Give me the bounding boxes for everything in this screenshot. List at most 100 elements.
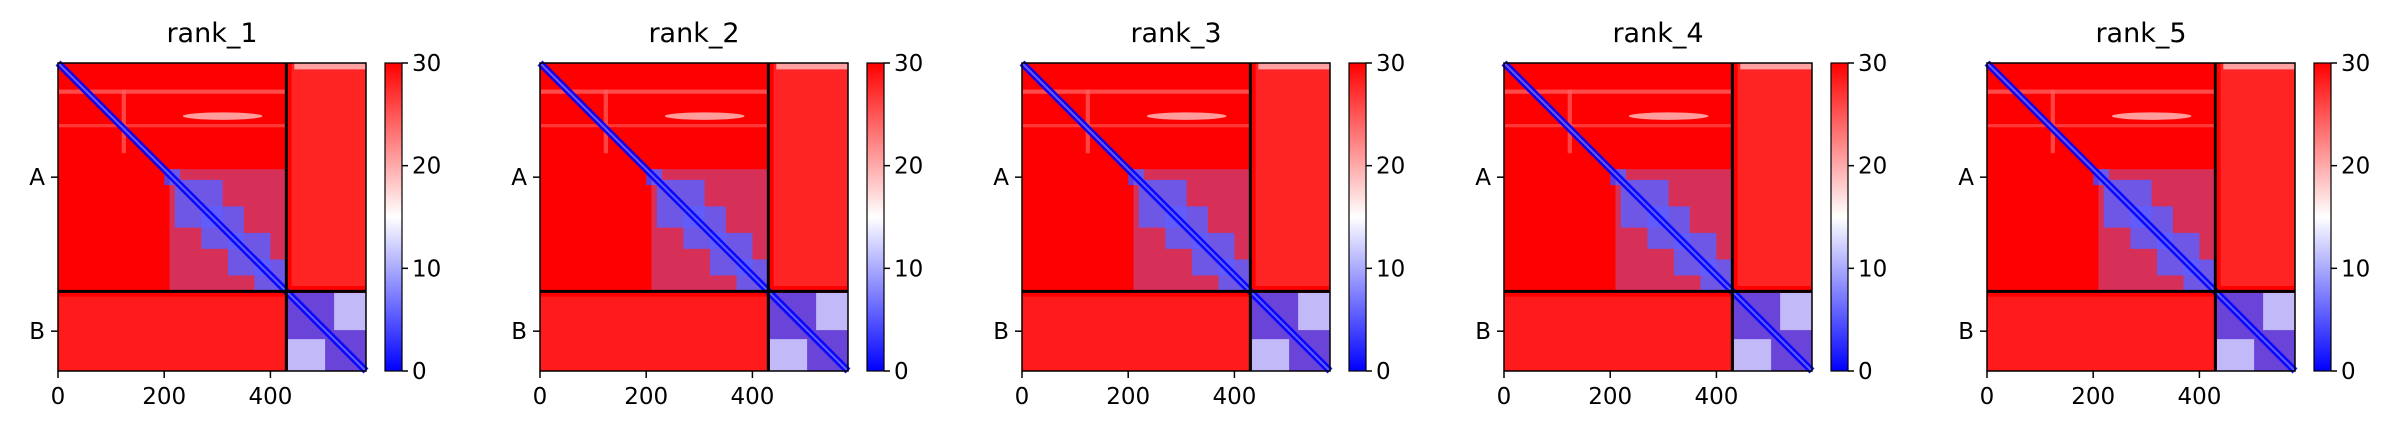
- heatmap-diagonal: [1019, 60, 1333, 374]
- x-tick-label: 200: [624, 384, 668, 410]
- x-tick-label: 200: [2071, 384, 2115, 410]
- heatmap-texture: [603, 89, 608, 154]
- chain-label-a: A: [1958, 165, 1974, 191]
- x-tick-label: 0: [1015, 384, 1030, 410]
- panel-title: rank_4: [1612, 18, 1703, 49]
- colorbar-tick-label: 20: [894, 154, 923, 180]
- heatmap-texture: [1085, 89, 1090, 154]
- heatmap-texture: [1022, 296, 1251, 371]
- colorbar-tick-label: 0: [412, 359, 427, 385]
- heatmap-texture: [1022, 89, 1251, 94]
- chain-label-a: A: [511, 165, 527, 191]
- heatmap-texture: [1740, 63, 1812, 70]
- heatmap-texture: [1504, 124, 1733, 128]
- heatmap-texture: [1146, 112, 1227, 120]
- heatmap-texture: [1258, 63, 1330, 70]
- colorbar-tick-label: 0: [1858, 359, 1873, 385]
- heatmap-texture: [1022, 124, 1251, 128]
- heatmap-texture: [1987, 89, 2216, 94]
- heatmap-texture: [1987, 124, 2216, 128]
- heatmap-diagonal-halo: [539, 62, 849, 372]
- colorbar-tick-label: 10: [412, 256, 441, 282]
- colorbar-tick-label: 0: [2341, 359, 2356, 385]
- chain-label-b: B: [511, 319, 527, 345]
- panel-title: rank_1: [166, 18, 257, 49]
- colorbar-tick-label: 30: [412, 51, 441, 77]
- chain-label-a: A: [1475, 165, 1491, 191]
- heatmap-texture: [58, 89, 287, 94]
- heatmap-chain-b-block: [287, 339, 326, 371]
- colorbar-tick-label: 10: [2341, 256, 2370, 282]
- x-tick-label: 200: [1106, 384, 1150, 410]
- heatmap-chain-b-block: [816, 292, 848, 331]
- heatmap-texture: [2223, 63, 2295, 70]
- colorbar-tick-label: 30: [894, 51, 923, 77]
- colorbar: [2313, 62, 2332, 372]
- panel-title: rank_5: [2095, 18, 2186, 49]
- heatmap-texture: [2111, 112, 2192, 120]
- x-tick-label: 400: [2177, 384, 2221, 410]
- heatmap-chain-b-block: [2263, 292, 2295, 331]
- panel-title: rank_3: [1130, 18, 1221, 49]
- heatmap-texture: [1504, 296, 1733, 371]
- heatmap-texture: [121, 89, 126, 154]
- x-tick-label: 400: [1694, 384, 1738, 410]
- pae-panel-3: rank_3 0 200 400 A B 0 10 20 30: [993, 18, 1405, 410]
- colorbar-tick-label: 30: [2341, 51, 2370, 77]
- x-tick-label: 400: [248, 384, 292, 410]
- pae-panel-5: rank_5 0 200 400 A B 0 10 20 30: [1958, 18, 2370, 410]
- heatmap-texture: [1737, 63, 1812, 287]
- colorbar-tick-label: 0: [1376, 359, 1391, 385]
- heatmap-texture: [1628, 112, 1709, 120]
- heatmap-frame: [1021, 62, 1331, 372]
- x-tick-label: 200: [142, 384, 186, 410]
- panel-title: rank_2: [648, 18, 739, 49]
- heatmap-texture: [58, 296, 287, 371]
- heatmap-frame: [1503, 62, 1813, 372]
- heatmap-diagonal-halo: [57, 62, 367, 372]
- pae-panel-1: rank_1 0 200 400 A B 0 10 20 30: [29, 18, 441, 410]
- pae-panel-4: rank_4 0 200 400 A B 0 10 20 30: [1475, 18, 1887, 410]
- colorbar: [1830, 62, 1849, 372]
- x-tick-label: 200: [1588, 384, 1632, 410]
- colorbar-tick-label: 10: [894, 256, 923, 282]
- heatmap-chain-b-block: [1251, 339, 1290, 371]
- heatmap-diagonal: [1501, 60, 1815, 374]
- heatmap-chain-b-block: [1733, 339, 1772, 371]
- colorbar-tick-label: 20: [412, 154, 441, 180]
- chain-label-b: B: [29, 319, 45, 345]
- heatmap-texture: [664, 112, 745, 120]
- heatmap-diagonal-halo: [1503, 62, 1813, 372]
- x-tick-label: 400: [730, 384, 774, 410]
- chain-label-b: B: [1958, 319, 1974, 345]
- heatmap-texture: [773, 63, 848, 287]
- colorbar: [866, 62, 885, 372]
- colorbar-tick-label: 10: [1376, 256, 1405, 282]
- heatmap-chain-b-block: [334, 292, 366, 331]
- heatmap-chain-b-block: [769, 339, 808, 371]
- colorbar-tick-label: 0: [894, 359, 909, 385]
- heatmap-frame: [539, 62, 849, 372]
- heatmap-texture: [1567, 89, 1572, 154]
- x-tick-label: 0: [1497, 384, 1512, 410]
- colorbar-tick-label: 20: [1858, 154, 1887, 180]
- x-tick-label: 0: [533, 384, 548, 410]
- colorbar-tick-label: 30: [1858, 51, 1887, 77]
- heatmap-texture: [540, 89, 769, 94]
- heatmap-diagonal-halo: [1021, 62, 1331, 372]
- heatmap-diagonal: [537, 60, 851, 374]
- colorbar-tick-label: 20: [1376, 154, 1405, 180]
- colorbar-tick-label: 10: [1858, 256, 1887, 282]
- chain-label-a: A: [29, 165, 45, 191]
- x-tick-label: 400: [1212, 384, 1256, 410]
- heatmap-texture: [291, 63, 366, 287]
- heatmap-frame: [1986, 62, 2296, 372]
- heatmap-diagonal: [55, 60, 369, 374]
- heatmap-texture: [182, 112, 263, 120]
- heatmap-diagonal: [1984, 60, 2298, 374]
- heatmap-chain-b-block: [2216, 339, 2255, 371]
- x-tick-label: 0: [1980, 384, 1995, 410]
- chain-label-b: B: [1475, 319, 1491, 345]
- heatmap-texture: [1504, 89, 1733, 94]
